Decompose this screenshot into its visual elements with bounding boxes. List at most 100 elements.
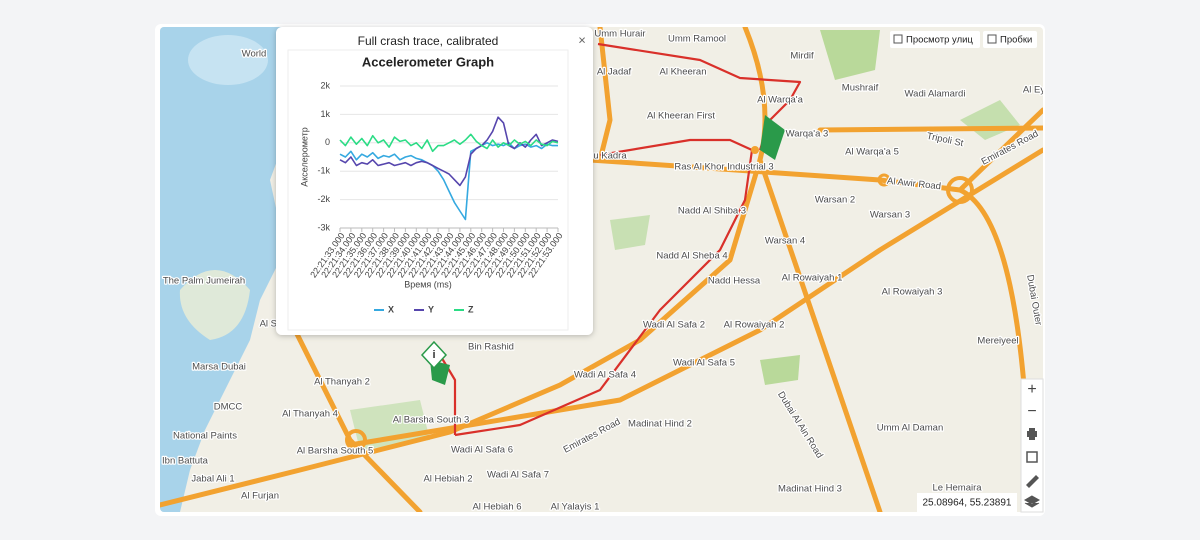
print-button[interactable] — [1027, 428, 1037, 440]
map-label: Al Furjan — [241, 491, 279, 502]
coords-box — [917, 493, 1017, 512]
map-label: National Paints — [173, 431, 237, 442]
y-tick-label: 2k — [320, 80, 330, 90]
map-label: Ibn Battuta — [162, 456, 209, 467]
street-view-label[interactable]: Просмотр улиц — [906, 35, 973, 46]
ruler-button[interactable] — [1026, 475, 1039, 488]
map-label: Ras Al Khor Industrial 3 — [674, 162, 773, 173]
close-button[interactable]: × — [578, 32, 586, 47]
map-label: Al Rowaiyah 3 — [882, 287, 943, 298]
y-tick-label: -1k — [317, 166, 330, 176]
toolbar: + − — [1020, 378, 1044, 513]
map-label: Al Thanyah 4 — [282, 409, 338, 420]
y-tick-label: -3k — [317, 222, 330, 232]
map-label: Le Hemaira — [932, 483, 982, 494]
map-label: Nadd Al Sheba 4 — [656, 251, 727, 262]
event-marker[interactable] — [751, 146, 759, 154]
map-label: Umm Al Daman — [877, 423, 944, 434]
map-label: Al Thanyah 2 — [314, 377, 370, 388]
map-label: Al Rowaiyah 2 — [724, 320, 785, 331]
map-label: Madinat Hind 3 — [778, 484, 842, 495]
legend-label: Z — [468, 304, 474, 314]
vehicle-route — [439, 354, 457, 435]
series-line — [339, 116, 559, 187]
map-label: Nadd Al Shiba 3 — [678, 206, 746, 217]
y-tick-label: 0 — [325, 137, 330, 147]
map-label: Wadi Al Safa 6 — [451, 445, 513, 456]
map-label: Al Rowaiyah 1 — [782, 273, 843, 284]
map-label: Mirdif — [790, 51, 814, 62]
map-label: Wadi Al Safa 2 — [643, 320, 705, 331]
area-button[interactable] — [1026, 451, 1038, 463]
road — [817, 125, 1043, 133]
islands — [188, 35, 268, 85]
y-tick-label: 1k — [320, 109, 330, 119]
info-marker[interactable]: i — [420, 340, 448, 370]
checkbox[interactable] — [987, 34, 997, 44]
map-label: Mereiyeel — [977, 336, 1018, 347]
road — [587, 107, 1043, 193]
road — [757, 157, 883, 512]
roundabout — [877, 173, 891, 187]
y-axis-label: Акселерометр — [299, 127, 309, 187]
map-label: Warsan 4 — [765, 236, 805, 247]
popup-title: Full crash trace, calibrated — [358, 34, 499, 48]
map-label: Al Warqa'a 5 — [845, 147, 899, 158]
map-label: Umm Hurair — [594, 29, 645, 40]
chart-frame — [287, 49, 569, 331]
palm — [179, 270, 250, 340]
map-label: Al Barsha South 5 — [297, 446, 374, 457]
labels: World Umm Hurair Umm Ramool Mirdif Mushr… — [161, 27, 1045, 513]
legend-label: Y — [428, 304, 434, 314]
interchange — [946, 176, 974, 204]
map-label: The Palm Jumeirah — [163, 276, 245, 287]
map-label: Al Kheeran First — [647, 111, 715, 122]
park — [610, 215, 650, 250]
series-line — [339, 133, 559, 153]
map-label: Al Barsha South 3 — [393, 415, 470, 426]
map-label: Warsan 2 — [815, 195, 855, 206]
street-view-toggle[interactable] — [890, 31, 980, 48]
map-label: DMCC — [214, 402, 243, 413]
map-label: Wadi Al Safa 4 — [574, 370, 636, 381]
map-label: Bin Rashid — [468, 342, 514, 353]
chart-title: Accelerometer Graph — [362, 54, 494, 69]
zoom-in[interactable]: + — [1027, 381, 1036, 398]
map-label: Al Hebiah 6 — [472, 502, 521, 513]
info-icon: i — [432, 349, 435, 361]
map-label: Nadd Hessa — [708, 276, 761, 287]
layers-button[interactable] — [1023, 495, 1041, 508]
road — [292, 327, 423, 512]
map-label: Wadi Al Safa 5 — [673, 358, 735, 369]
map-label: Marsa Dubai — [192, 362, 246, 373]
checkbox[interactable] — [893, 34, 903, 44]
map-label: World — [242, 49, 267, 60]
event-marker[interactable] — [452, 417, 458, 423]
park — [760, 355, 800, 385]
toolbar-bg — [1020, 378, 1044, 513]
popup: Full crash trace, calibrated × Accelerom… — [276, 27, 593, 335]
map-label: u Kadra — [593, 151, 627, 162]
event-marker[interactable] — [760, 115, 785, 160]
road — [597, 27, 613, 163]
zoom-out[interactable]: − — [1027, 403, 1036, 420]
map-label: Al Kheeran — [659, 67, 706, 78]
traffic-label[interactable]: Пробки — [1000, 35, 1032, 46]
map-label: Wadi Alamardi — [905, 89, 966, 100]
map-label: Jabal Ali 1 — [191, 474, 234, 485]
map-label: Umm Ramool — [668, 34, 726, 45]
legend-label: X — [388, 304, 394, 314]
map-label: Warsan 3 — [870, 210, 910, 221]
map-label: Al Hebiah 2 — [423, 474, 472, 485]
map-label: Al Jadaf — [597, 67, 632, 78]
road — [347, 147, 1043, 448]
map-label: Warqa'a 3 — [786, 129, 829, 140]
x-axis-label: Время (ms) — [404, 279, 452, 289]
vehicle-route — [454, 138, 754, 437]
sea — [160, 27, 300, 512]
map-label: Wadi Al Safa 7 — [487, 470, 549, 481]
park — [820, 30, 880, 80]
map-label: Al Ey — [1023, 85, 1045, 96]
info-pin[interactable] — [420, 340, 448, 370]
